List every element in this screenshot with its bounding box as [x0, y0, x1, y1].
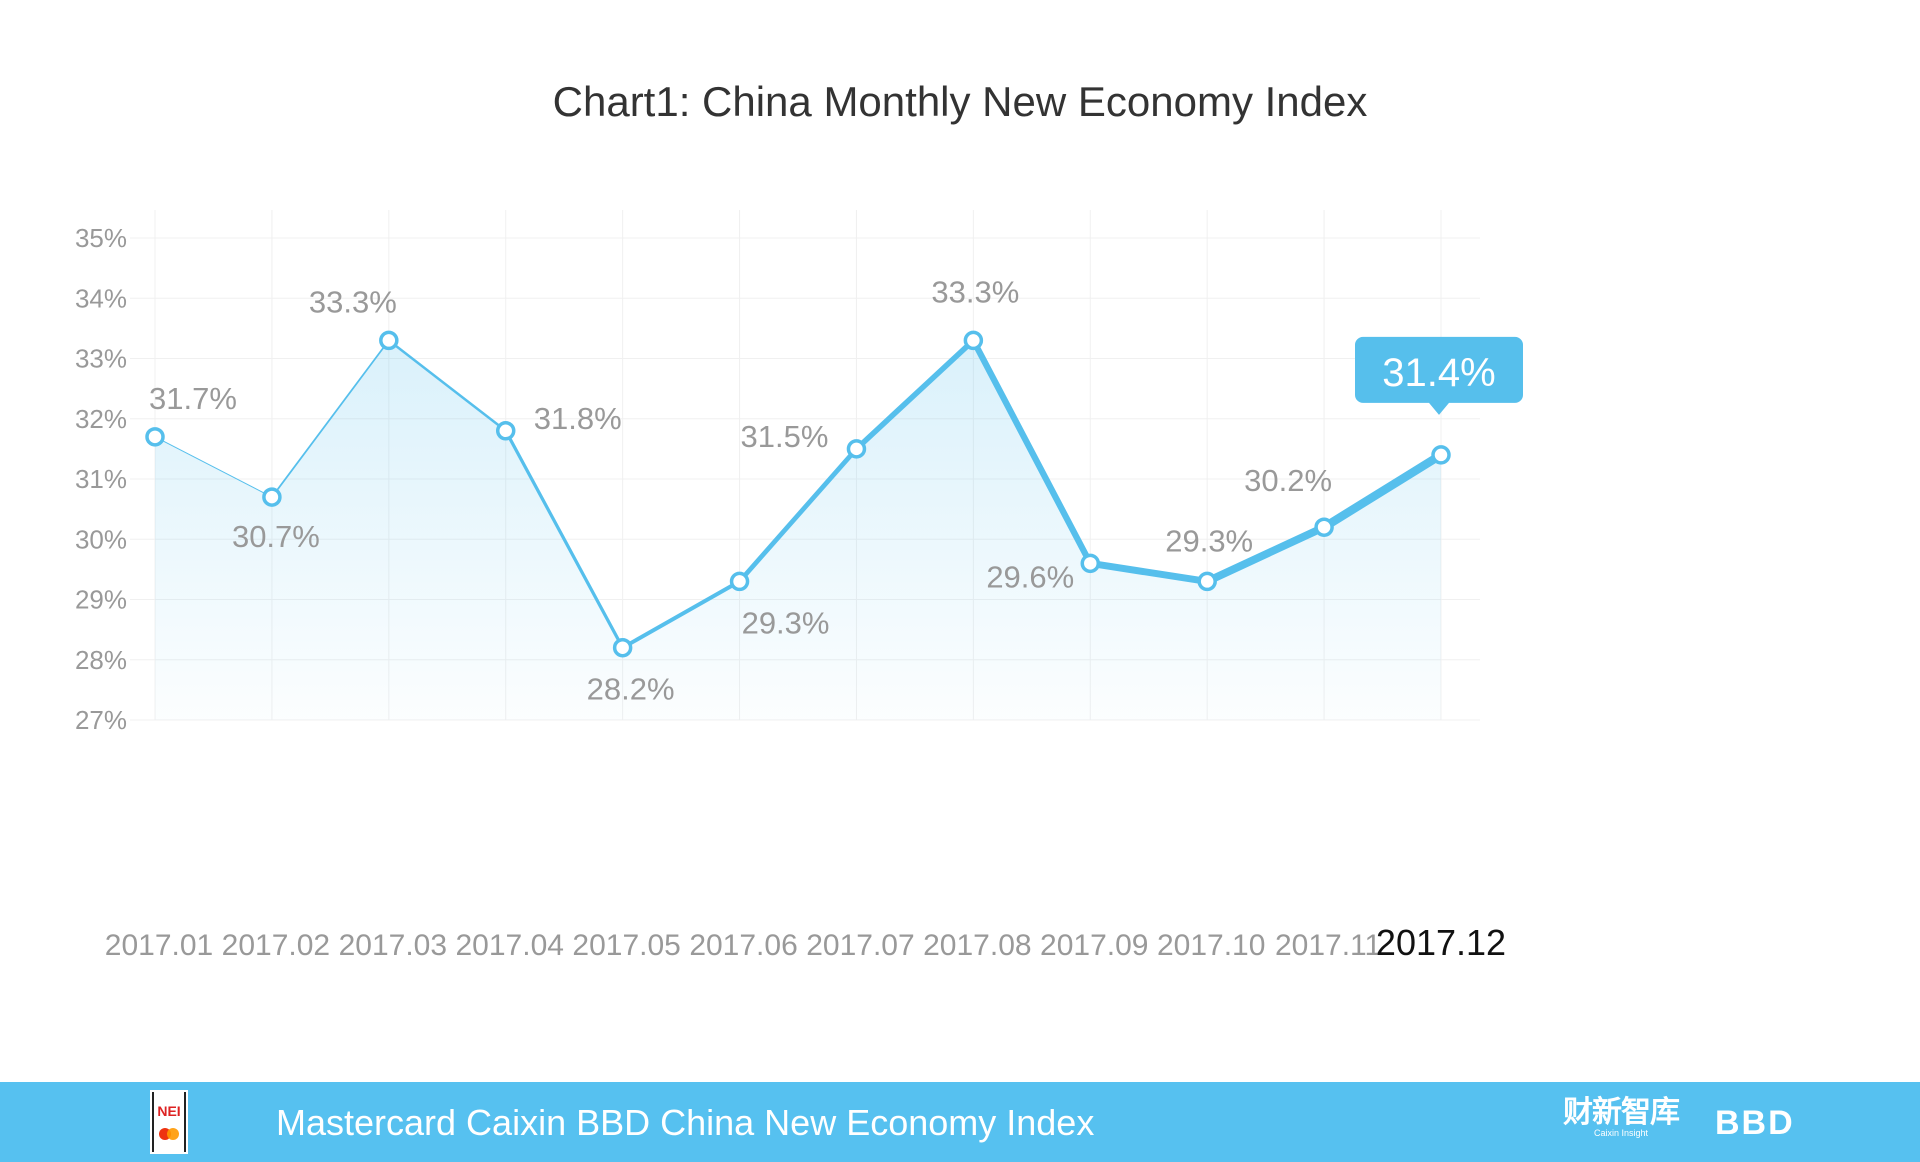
x-tick-label: 2017.11 — [1275, 929, 1381, 962]
line-segment — [154, 436, 273, 498]
data-label: 31.7% — [149, 381, 237, 416]
x-tick-label: 2017.06 — [689, 929, 797, 962]
data-label: 33.3% — [931, 274, 1019, 309]
x-tick-label: 2017.03 — [339, 929, 447, 962]
y-tick-label: 29% — [75, 585, 127, 615]
line-segment — [1203, 523, 1328, 586]
x-tick-label: 2017.01 — [105, 929, 213, 962]
line-segment — [1319, 450, 1446, 532]
data-point — [612, 637, 633, 658]
line-segment — [271, 339, 390, 498]
chart-title: Chart1: China Monthly New Economy Index — [552, 78, 1368, 125]
footer-title: Mastercard Caixin BBD China New Economy … — [276, 1102, 1095, 1143]
nei-logo: NEI — [150, 1090, 188, 1154]
data-point — [729, 571, 750, 592]
x-tick-label: 2017.08 — [923, 929, 1031, 962]
data-point — [145, 427, 165, 447]
highlight-callout — [1355, 336, 1523, 415]
data-label: 29.6% — [986, 559, 1074, 594]
y-tick-label: 34% — [75, 283, 127, 313]
x-tick-label: 2017.10 — [1157, 929, 1265, 962]
data-point — [262, 487, 282, 507]
y-tick-label: 32% — [75, 404, 127, 434]
data-label: 31.8% — [534, 401, 622, 436]
data-label: 28.2% — [587, 672, 675, 707]
x-tick-label: 2017.09 — [1040, 929, 1148, 962]
line-segment — [620, 579, 742, 650]
y-tick-label: 28% — [75, 645, 127, 675]
x-tick-label: 2017.07 — [806, 929, 914, 962]
line-segment — [1086, 559, 1211, 585]
data-label: 31.5% — [741, 419, 829, 454]
data-point — [1197, 571, 1217, 592]
y-tick-label: 27% — [75, 705, 127, 735]
data-point — [379, 330, 399, 351]
y-tick-label: 30% — [75, 524, 127, 554]
line-chart: 27% 28% 29% 30% 31% 32% 33% 34% 35% 2017.01 2017.0… — [75, 210, 1523, 963]
x-tick-label: 2017.04 — [456, 929, 564, 962]
bbd-logo: BBD — [1715, 1104, 1795, 1142]
data-label: 33.3% — [309, 284, 397, 319]
data-point — [1080, 553, 1101, 574]
x-tick-label: 2017.12 — [1376, 922, 1506, 963]
highlight-callout-label: 31.4% — [1382, 351, 1495, 395]
y-tick-label: 31% — [75, 464, 127, 494]
svg-text:NEI: NEI — [157, 1103, 180, 1119]
line-segment — [853, 337, 977, 452]
data-point — [495, 421, 516, 441]
line-segment — [387, 339, 507, 433]
footer-banner: NEI Mastercard Caixin BBD China New Econ… — [0, 1082, 1920, 1162]
data-label: 29.3% — [742, 605, 830, 640]
y-tick-label: 33% — [75, 344, 127, 374]
data-point — [963, 330, 984, 351]
line-segment — [737, 446, 859, 584]
area-fill — [155, 340, 1441, 720]
data-point — [1314, 517, 1334, 537]
data-point — [846, 439, 867, 459]
data-label: 30.7% — [232, 519, 320, 554]
data-point — [1431, 445, 1451, 465]
data-label: 30.2% — [1244, 463, 1332, 498]
x-tick-label: 2017.05 — [572, 929, 680, 962]
line-segment — [504, 429, 625, 650]
line-segment — [970, 337, 1094, 567]
caixin-insight-logo: 财新智库 Caixin Insight — [1563, 1096, 1680, 1139]
y-tick-label: 35% — [75, 223, 127, 253]
x-tick-label: 2017.02 — [222, 929, 330, 962]
data-label: 29.3% — [1165, 523, 1253, 558]
